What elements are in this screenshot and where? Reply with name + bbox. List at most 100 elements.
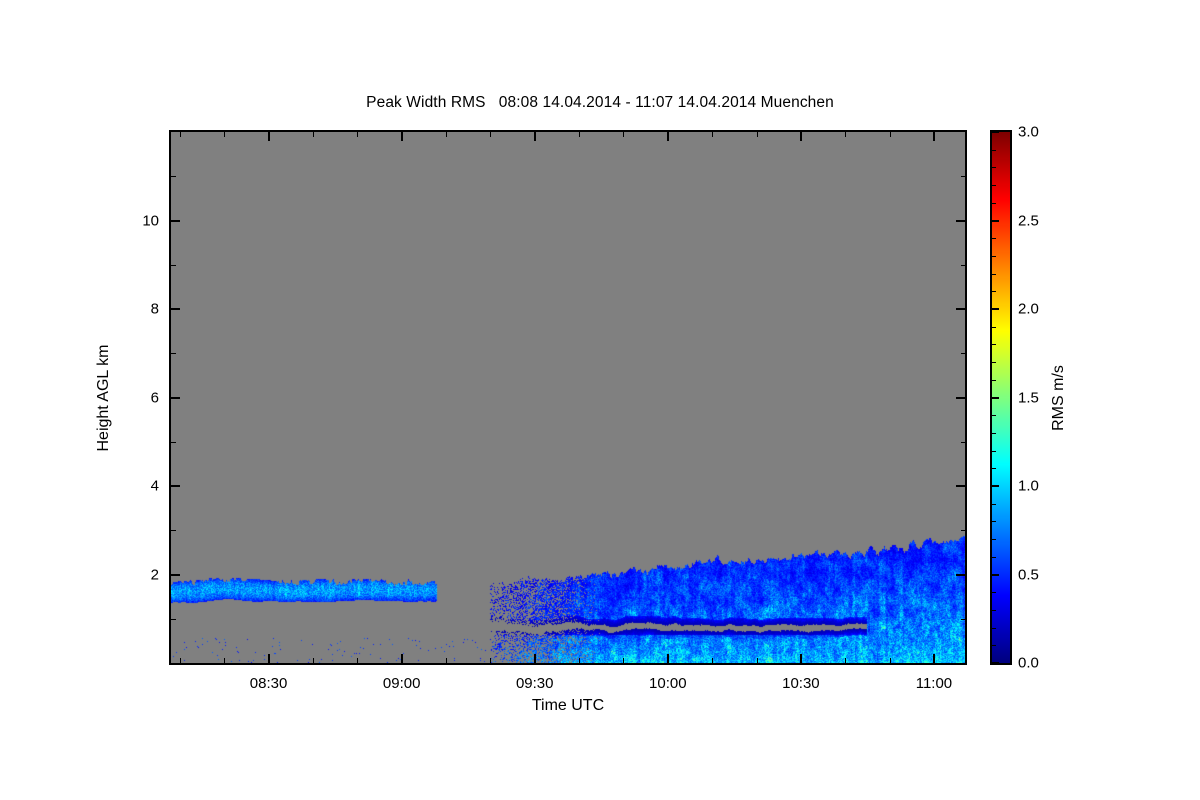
x-tick-label: 10:00 (649, 675, 687, 692)
x-minor-tick (756, 658, 758, 663)
x-minor-tick (889, 658, 891, 663)
y-minor-tick (171, 353, 176, 355)
x-minor-tick-top (446, 132, 448, 137)
colorbar-minor-tick (992, 627, 996, 629)
y-minor-tick (171, 441, 176, 443)
colorbar-minor-tick (992, 255, 996, 257)
colorbar-minor-tick (992, 149, 996, 151)
y-major-tick-right (956, 573, 965, 576)
colorbar-tick-label: 2.5 (1018, 212, 1039, 229)
y-minor-tick-right (961, 176, 966, 178)
heatmap-data (171, 132, 965, 663)
x-major-tick (932, 654, 935, 663)
colorbar-minor-tick (992, 379, 996, 381)
x-major-tick (400, 654, 403, 663)
y-minor-tick (171, 618, 176, 620)
colorbar-minor-tick (992, 273, 996, 275)
y-minor-tick-right (961, 441, 966, 443)
x-tick-label: 09:30 (515, 675, 554, 692)
y-tick-label: 2 (150, 566, 159, 583)
colorbar-minor-tick (992, 521, 996, 523)
colorbar-minor-tick (992, 344, 996, 346)
colorbar-minor-tick (992, 645, 996, 647)
y-major-tick (171, 396, 180, 399)
colorbar-minor-tick (992, 609, 996, 611)
colorbar-minor-tick (992, 556, 996, 558)
colorbar-minor-tick (992, 202, 996, 204)
x-tick-label: 08:30 (249, 675, 288, 692)
x-major-tick-top (799, 132, 802, 141)
x-major-tick (666, 654, 669, 663)
y-tick-label: 6 (150, 389, 159, 406)
x-minor-tick-top (490, 132, 492, 137)
y-major-tick (171, 308, 180, 310)
x-minor-tick-top (712, 132, 714, 137)
colorbar-minor-tick (992, 185, 996, 187)
x-major-tick-top (533, 132, 536, 141)
x-minor-tick (490, 658, 492, 663)
colorbar-major-tick (992, 308, 999, 310)
colorbar-tick-label: 1.5 (1018, 389, 1039, 406)
colorbar-tick-label: 1.0 (1018, 477, 1039, 495)
y-major-tick-right (956, 308, 965, 310)
colorbar-minor-tick (992, 592, 996, 594)
page-title: Peak Width RMS 08:08 14.04.2014 - 11:07 … (366, 94, 834, 111)
x-minor-tick-top (179, 132, 181, 137)
colorbar-major-tick (992, 396, 999, 399)
y-minor-tick-right (961, 618, 966, 620)
x-major-tick-top (400, 132, 403, 141)
x-tick-label: 09:00 (382, 675, 421, 692)
colorbar-tick-label: 0.0 (1018, 654, 1039, 672)
colorbar (990, 130, 1012, 665)
y-minor-tick-right (961, 530, 966, 532)
colorbar-major-tick (992, 219, 999, 222)
x-tick-label: 11:00 (915, 675, 953, 692)
x-minor-tick-top (357, 132, 359, 137)
colorbar-minor-tick (992, 415, 996, 417)
x-minor-tick-top (312, 132, 314, 137)
y-minor-tick (171, 176, 176, 178)
y-major-tick-right (956, 396, 965, 399)
y-minor-tick (171, 264, 176, 266)
y-tick-label: 10 (142, 212, 159, 229)
colorbar-minor-tick (992, 539, 996, 541)
x-minor-tick (579, 658, 581, 663)
colorbar-major-tick (992, 131, 999, 133)
colorbar-tick-label: 0.5 (1018, 566, 1039, 583)
x-major-tick (533, 654, 536, 663)
x-minor-tick (623, 658, 625, 663)
colorbar-minor-tick (992, 432, 996, 434)
x-major-tick (267, 654, 270, 663)
x-minor-tick-top (889, 132, 891, 137)
colorbar-minor-tick (992, 362, 996, 364)
x-minor-tick (446, 658, 448, 663)
colorbar-minor-tick (992, 450, 996, 452)
x-minor-tick (357, 658, 359, 663)
colorbar-minor-tick (992, 468, 996, 470)
colorbar-minor-tick (992, 291, 996, 293)
x-axis-label: Time UTC (531, 697, 605, 714)
colorbar-major-tick (992, 573, 999, 576)
x-minor-tick (312, 658, 314, 663)
y-tick-label: 4 (150, 477, 159, 495)
colorbar-tick-label: 3.0 (1018, 123, 1039, 141)
colorbar-minor-tick (992, 326, 996, 328)
x-major-tick (799, 654, 802, 663)
colorbar-minor-tick (992, 167, 996, 169)
x-major-tick-top (666, 132, 669, 141)
x-minor-tick-top (756, 132, 758, 137)
plot-area (169, 130, 967, 665)
x-minor-tick (712, 658, 714, 663)
y-axis-label: Height AGL km (95, 344, 112, 452)
colorbar-major-tick (992, 662, 999, 664)
y-major-tick-right (956, 485, 965, 487)
colorbar-label: RMS m/s (1050, 365, 1067, 431)
y-major-tick (171, 485, 180, 487)
x-major-tick-top (932, 132, 935, 141)
x-minor-tick-top (845, 132, 847, 137)
y-minor-tick (171, 530, 176, 532)
colorbar-major-tick (992, 485, 999, 487)
y-major-tick (171, 219, 180, 222)
colorbar-gradient (992, 132, 1010, 663)
